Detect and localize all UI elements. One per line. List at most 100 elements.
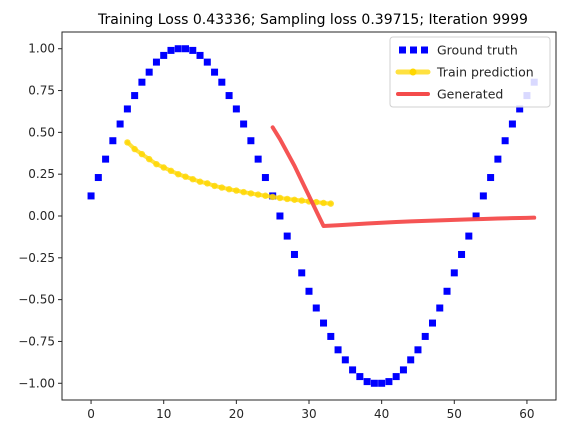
ground-truth-point bbox=[174, 45, 182, 53]
train-prediction-point bbox=[182, 173, 189, 180]
ground-truth-point bbox=[254, 155, 262, 163]
legend-ground-truth-marker bbox=[399, 46, 406, 54]
ground-truth-point bbox=[240, 120, 248, 128]
ground-truth-point bbox=[436, 304, 444, 312]
ground-truth-point bbox=[276, 212, 284, 220]
y-tick-label: −1.00 bbox=[18, 376, 55, 390]
legend-label: Generated bbox=[437, 87, 503, 102]
y-tick-label: 1.00 bbox=[28, 42, 55, 56]
ground-truth-point bbox=[116, 120, 124, 128]
ground-truth-point bbox=[334, 346, 342, 354]
legend-ground-truth-marker bbox=[410, 46, 417, 54]
ground-truth-point bbox=[465, 232, 473, 240]
ground-truth-point bbox=[370, 379, 378, 387]
train-prediction-point bbox=[240, 188, 247, 196]
ground-truth-point bbox=[341, 356, 349, 364]
ground-truth-point bbox=[87, 192, 95, 200]
train-prediction-point bbox=[211, 182, 218, 190]
ground-truth-point bbox=[247, 137, 255, 145]
ground-truth-point bbox=[283, 232, 291, 240]
ground-truth-point bbox=[327, 332, 335, 340]
ground-truth-point bbox=[472, 212, 480, 220]
train-prediction-point bbox=[276, 194, 284, 202]
train-prediction-point bbox=[284, 195, 291, 203]
train-prediction-point bbox=[204, 180, 211, 187]
x-tick-label: 0 bbox=[87, 407, 95, 421]
x-tick-label: 10 bbox=[156, 407, 171, 421]
train-prediction-point bbox=[254, 191, 262, 198]
ground-truth-point bbox=[516, 105, 524, 113]
ground-truth-point bbox=[152, 58, 160, 66]
y-tick-label: 0.50 bbox=[28, 125, 55, 139]
ground-truth-point bbox=[131, 92, 139, 100]
ground-truth-point bbox=[385, 378, 393, 386]
ground-truth-point bbox=[458, 250, 466, 258]
ground-truth-point bbox=[349, 366, 357, 374]
train-prediction-point bbox=[145, 155, 153, 163]
train-prediction-point bbox=[167, 167, 175, 175]
x-tick-label: 60 bbox=[519, 407, 534, 421]
ground-truth-point bbox=[487, 174, 495, 182]
ground-truth-point bbox=[320, 319, 328, 327]
ground-truth-point bbox=[407, 356, 415, 364]
train-prediction-point bbox=[153, 160, 160, 168]
ground-truth-point bbox=[378, 379, 386, 387]
y-tick-label: 0.25 bbox=[28, 167, 55, 181]
train-prediction-point bbox=[262, 192, 269, 199]
train-prediction-point bbox=[269, 193, 276, 201]
x-tick-label: 20 bbox=[229, 407, 244, 421]
legend-label: Train prediction bbox=[436, 65, 534, 80]
legend-ground-truth-marker bbox=[421, 46, 428, 54]
train-prediction-point bbox=[320, 199, 327, 207]
y-tick-label: 0.00 bbox=[28, 209, 55, 223]
ground-truth-point bbox=[414, 346, 422, 354]
ground-truth-point bbox=[138, 78, 146, 86]
ground-truth-point bbox=[145, 68, 153, 76]
ground-truth-point bbox=[232, 105, 240, 113]
ground-truth-point bbox=[399, 366, 407, 374]
axes: 0 10 20 30 40 50 60 −1.00 −0.75 −0.50 −0.25 0.00 0.2… bbox=[18, 31, 557, 421]
ground-truth-point bbox=[211, 68, 219, 76]
ground-truth-point bbox=[494, 155, 502, 163]
ground-truth-point bbox=[261, 174, 269, 182]
ground-truth-point bbox=[203, 58, 211, 66]
ground-truth-point bbox=[363, 378, 371, 386]
train-prediction-point bbox=[189, 176, 196, 183]
train-prediction-point bbox=[138, 150, 146, 158]
ground-truth-point bbox=[167, 46, 175, 54]
plot-area bbox=[87, 45, 538, 387]
ground-truth-point bbox=[443, 287, 451, 295]
ground-truth-point bbox=[421, 332, 429, 340]
train-prediction-point bbox=[160, 164, 167, 171]
ground-truth-point bbox=[225, 92, 233, 100]
ground-truth-point bbox=[189, 46, 197, 54]
legend-box bbox=[389, 36, 551, 108]
train-prediction-point bbox=[218, 184, 226, 191]
x-tick-label: 40 bbox=[374, 407, 389, 421]
train-prediction-point bbox=[131, 145, 138, 153]
generated-line bbox=[270, 125, 537, 229]
ground-truth-point bbox=[102, 155, 110, 163]
ground-truth-point bbox=[109, 137, 117, 145]
ground-truth-point bbox=[218, 78, 226, 86]
x-tick-label: 50 bbox=[447, 407, 462, 421]
legend-train-prediction-marker bbox=[409, 68, 417, 76]
train-prediction-point bbox=[233, 187, 240, 194]
train-prediction-point bbox=[175, 170, 182, 178]
ground-truth-point bbox=[508, 120, 516, 128]
train-prediction-point bbox=[247, 190, 255, 197]
legend-label: Ground truth bbox=[437, 43, 518, 58]
ground-truth-point bbox=[356, 373, 364, 381]
train-prediction-point bbox=[196, 178, 204, 185]
ground-truth-point bbox=[305, 287, 313, 295]
train-prediction-point bbox=[291, 196, 298, 203]
ground-truth-point bbox=[501, 137, 509, 145]
ground-truth-point bbox=[160, 51, 168, 59]
y-tick-label: −0.50 bbox=[18, 293, 55, 307]
ground-truth-point bbox=[450, 269, 458, 277]
ground-truth-point bbox=[182, 45, 189, 53]
train-prediction-point bbox=[327, 200, 334, 207]
train-prediction-point bbox=[225, 186, 233, 193]
y-tick-label: 0.75 bbox=[28, 84, 55, 98]
